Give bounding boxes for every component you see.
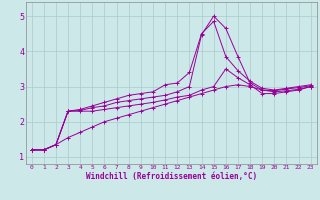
X-axis label: Windchill (Refroidissement éolien,°C): Windchill (Refroidissement éolien,°C) [86, 172, 257, 181]
